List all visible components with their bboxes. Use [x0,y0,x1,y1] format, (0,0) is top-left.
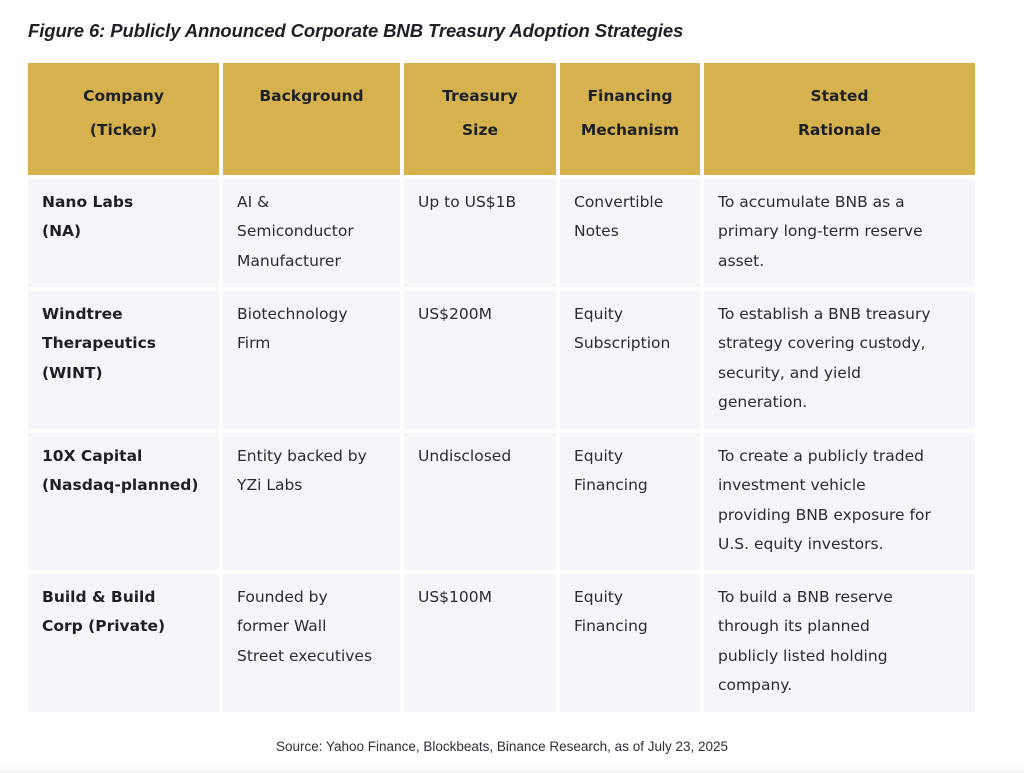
financing-cell: Convertible Notes [560,179,700,287]
background-cell: Entity backed by YZi Labs [223,433,400,570]
cell-text-line: asset. [718,251,765,270]
cell-text-line: former Wall [237,617,327,636]
cell-text-line: Build & Build [42,588,156,606]
cell-text-line: Street executives [237,646,373,665]
cell-text-line: Equity [574,305,624,323]
financing-cell: Equity Subscription [560,291,700,429]
header-financing-mechanism: Financing Mechanism [560,63,700,175]
cell-text-line: Notes [574,222,619,241]
header-label-line: Stated [810,87,869,105]
cell-text-line: YZi Labs [237,476,303,495]
company-cell: Build & Build Corp (Private) [28,574,219,712]
cell-text-line: Therapeutics [42,334,157,353]
header-background: Background [223,63,400,175]
cell-text-line: providing BNB exposure for [718,505,931,524]
header-treasury-size: Treasury Size [404,63,556,175]
cell-text-line: US$100M [418,588,493,606]
rationale-cell: To create a publicly traded investment ve… [704,433,975,570]
treasury-size-cell: Up to US$1B [404,179,556,287]
cell-text-line: AI & [237,193,270,211]
header-label-line: Treasury [442,87,518,105]
cell-text-line: To accumulate BNB as a [718,193,905,211]
rationale-cell: To build a BNB reserve through its planne… [704,574,975,712]
cell-text-line: strategy covering custody, [718,334,926,353]
rationale-cell: To establish a BNB treasury strategy cove… [704,291,975,429]
cell-text-line: Entity backed by [237,447,367,465]
header-label-line: Financing [587,87,673,105]
cell-text-line: US$200M [418,305,493,323]
treasury-size-cell: Undisclosed [404,433,556,570]
company-cell: Windtree Therapeutics (WINT) [28,291,219,429]
treasury-size-cell: US$100M [404,574,556,712]
cell-text-line: Corp (Private) [42,617,166,636]
header-label-line: (Ticker) [89,121,158,139]
background-cell: Biotechnology Firm [223,291,400,429]
cell-text-line: Windtree [42,305,123,323]
cell-text-line: U.S. equity investors. [718,534,884,553]
cell-text-line: Convertible [574,193,664,211]
header-label-line: Mechanism [580,121,680,139]
header-company: Company (Ticker) [28,63,219,175]
figure-title: Figure 6: Publicly Announced Corporate B… [28,20,684,41]
treasury-strategies-table: Company (Ticker) Background Treasury Size Fin… [28,63,975,712]
cell-text-line: Biotechnology [237,305,348,323]
cell-text-line: Semiconductor [237,222,354,241]
cell-text-line: 10X Capital [42,447,143,465]
company-cell: Nano Labs (NA) [28,179,219,287]
cell-text-line: Equity [574,588,624,606]
cell-text-line: To establish a BNB treasury [718,305,931,323]
cell-text-line: publicly listed holding [718,646,888,665]
cell-text-line: (NA) [42,222,82,241]
cell-text-line: company. [718,675,793,694]
company-cell: 10X Capital (Nasdaq-planned) [28,433,219,570]
cell-text-line: security, and yield [718,363,861,382]
cell-text-line: Financing [574,476,648,495]
treasury-size-cell: US$200M [404,291,556,429]
cell-text-line: Subscription [574,334,671,353]
cell-text-line: primary long-term reserve [718,222,923,241]
cell-text-line: Founded by [237,588,328,606]
background-cell: AI & Semiconductor Manufacturer [223,179,400,287]
cell-text-line: Manufacturer [237,251,341,270]
header-label-line: Rationale [797,121,882,139]
cell-text-line: To create a publicly traded [718,447,925,465]
header-label-line: Company [83,87,164,105]
header-label-line: Size [461,121,498,139]
source-note: Source: Yahoo Finance, Blockbeats, Binan… [275,739,729,754]
background-cell: Founded by former Wall Street executives [223,574,400,712]
cell-text-line: Nano Labs [42,193,134,211]
cell-text-line: (WINT) [42,363,103,382]
cell-text-line: Up to US$1B [418,193,517,211]
cell-text-line: Financing [574,617,648,636]
financing-cell: Equity Financing [560,433,700,570]
cell-text-line: through its planned [718,617,870,636]
cell-text-line: investment vehicle [718,476,866,495]
cell-text-line: Undisclosed [418,447,512,465]
cell-text-line: (Nasdaq-planned) [42,476,199,495]
financing-cell: Equity Financing [560,574,700,712]
cell-text-line: generation. [718,392,808,411]
footer-band [0,762,1024,773]
rationale-cell: To accumulate BNB as a primary long-term … [704,179,975,287]
cell-text-line: Equity [574,447,624,465]
cell-text-line: To build a BNB reserve [718,588,893,606]
header-label-line: Background [259,87,364,105]
cell-text-line: Firm [237,334,271,353]
header-stated-rationale: Stated Rationale [704,63,975,175]
